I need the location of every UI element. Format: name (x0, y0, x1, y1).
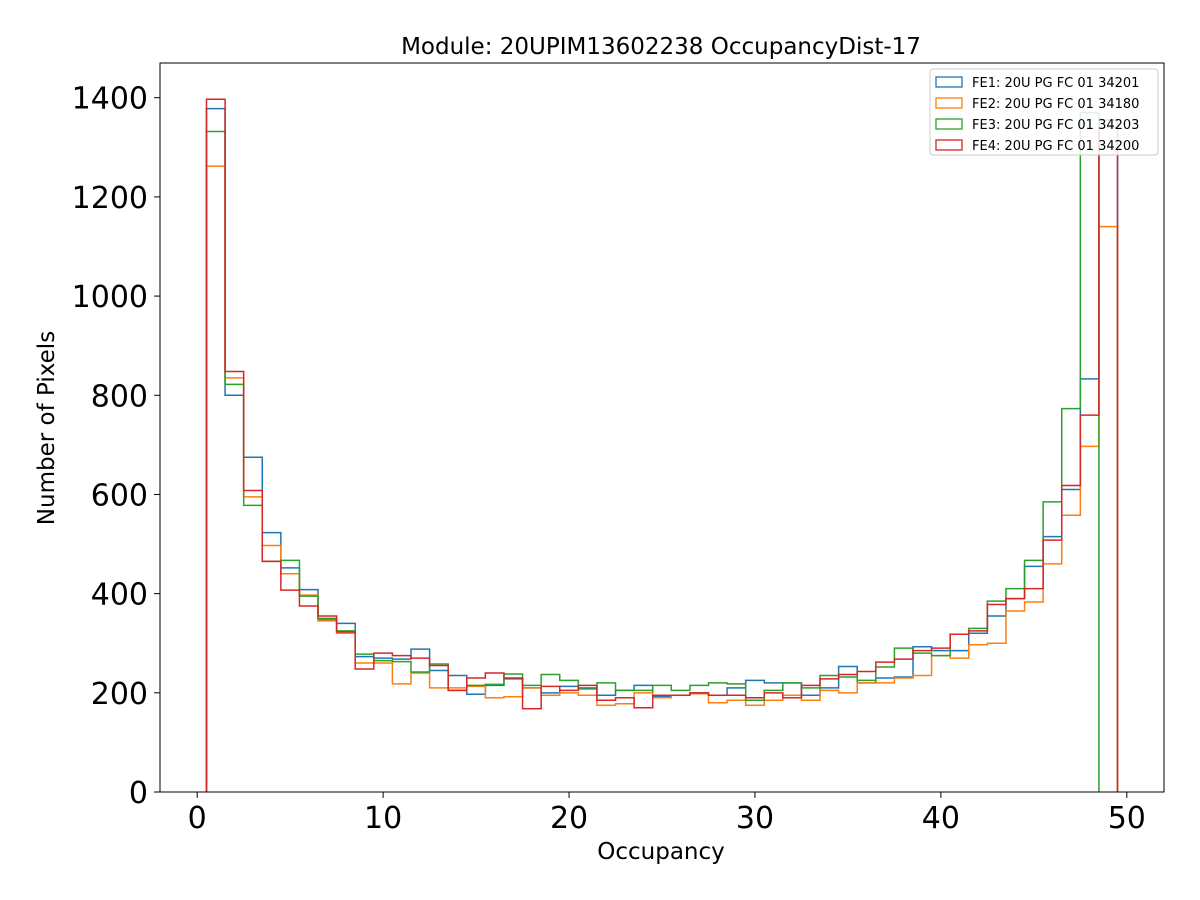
y-tick-label: 1000 (72, 280, 148, 315)
x-tick-label: 0 (188, 801, 207, 836)
legend-swatch-fe1 (935, 76, 963, 88)
axes-frame (159, 62, 1165, 793)
legend-swatch-fe2 (935, 97, 963, 109)
y-tick-label: 200 (91, 677, 148, 712)
legend-label-fe4: FE4: 20U PG FC 01 34200 (972, 139, 1139, 154)
legend-label-fe3: FE3: 20U PG FC 01 34203 (972, 118, 1139, 133)
x-tick-label: 50 (1108, 801, 1146, 836)
y-tick-label: 1200 (72, 181, 148, 216)
y-axis-label: Number of Pixels (34, 331, 60, 525)
x-axis-ticks: 0 10 20 30 40 50 (188, 792, 1146, 836)
legend-label-fe2: FE2: 20U PG FC 01 34180 (972, 97, 1139, 112)
x-axis-label: Occupancy (597, 839, 725, 865)
series-line-fe4 (205, 98, 1119, 792)
legend: FE1: 20U PG FC 01 34201 FE2: 20U PG FC 01… (929, 68, 1159, 156)
y-tick-label: 400 (91, 578, 148, 613)
legend-swatch-fe4 (935, 139, 963, 151)
x-tick-label: 20 (550, 801, 588, 836)
x-tick-label: 10 (364, 801, 402, 836)
x-tick-label: 30 (736, 801, 774, 836)
chart-title: Module: 20UPIM13602238 OccupancyDist-17 (401, 34, 921, 60)
y-tick-label: 1400 (72, 82, 148, 117)
plot-area (159, 62, 1165, 793)
legend-swatch-fe3 (935, 118, 963, 130)
x-tick-label: 40 (922, 801, 960, 836)
y-tick-label: 0 (129, 776, 148, 811)
legend-box (929, 68, 1159, 156)
y-axis-ticks: 0 200 400 600 800 1000 1200 1400 (72, 82, 160, 811)
y-tick-label: 800 (91, 379, 148, 414)
legend-label-fe1: FE1: 20U PG FC 01 34201 (972, 76, 1139, 91)
y-tick-label: 600 (91, 478, 148, 513)
